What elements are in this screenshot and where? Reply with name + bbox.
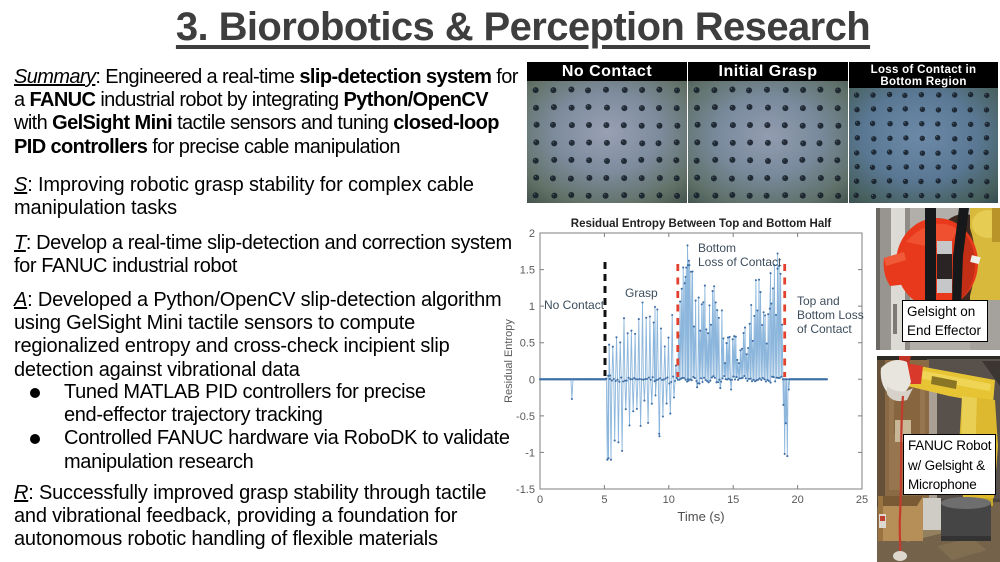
svg-text:25: 25 [856, 494, 868, 506]
svg-text:-1.5: -1.5 [516, 484, 535, 496]
svg-text:10: 10 [663, 494, 675, 506]
svg-text:Grasp: Grasp [625, 286, 658, 300]
svg-text:1.5: 1.5 [520, 265, 535, 277]
svg-text:Bottom Loss: Bottom Loss [797, 308, 864, 322]
svg-text:Residual Entropy: Residual Entropy [503, 319, 515, 403]
svg-text:Residual Entropy Between Top a: Residual Entropy Between Top and Bottom … [571, 218, 832, 230]
svg-text:5: 5 [601, 494, 607, 506]
svg-text:of Contact: of Contact [797, 322, 852, 336]
svg-text:15: 15 [727, 494, 739, 506]
svg-text:20: 20 [791, 494, 803, 506]
svg-text:0.5: 0.5 [520, 338, 535, 350]
svg-text:1: 1 [529, 301, 535, 313]
svg-text:0: 0 [529, 374, 535, 386]
svg-text:-1: -1 [525, 447, 535, 459]
svg-text:Top and: Top and [797, 294, 840, 308]
svg-text:Time (s): Time (s) [677, 509, 724, 524]
svg-text:Loss of Contact: Loss of Contact [698, 255, 782, 269]
svg-text:-0.5: -0.5 [516, 411, 535, 423]
svg-text:0: 0 [537, 494, 543, 506]
svg-text:Bottom: Bottom [698, 241, 736, 255]
svg-text:2: 2 [529, 228, 535, 240]
svg-text:No Contact: No Contact [544, 298, 605, 312]
